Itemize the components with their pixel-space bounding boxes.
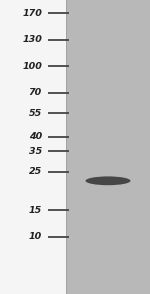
Text: 25: 25 bbox=[29, 168, 42, 176]
Text: 130: 130 bbox=[22, 35, 42, 44]
Text: 70: 70 bbox=[29, 88, 42, 97]
Ellipse shape bbox=[85, 176, 130, 185]
Text: 55: 55 bbox=[29, 109, 42, 118]
Text: 170: 170 bbox=[22, 9, 42, 18]
Text: 40: 40 bbox=[29, 132, 42, 141]
Text: 15: 15 bbox=[29, 206, 42, 215]
Text: 100: 100 bbox=[22, 62, 42, 71]
Bar bbox=[0, 0, 66, 294]
Text: 10: 10 bbox=[29, 232, 42, 241]
Text: 35: 35 bbox=[29, 147, 42, 156]
